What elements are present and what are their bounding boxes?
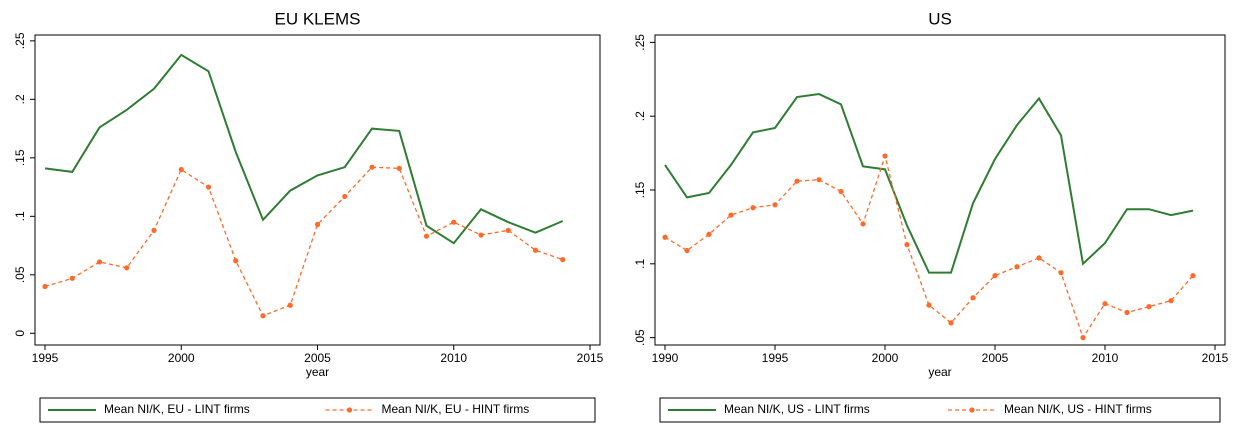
chart: US .05 .1 .15 .2 .25 1990 1995 2000 2005 2010 2015 y… <box>633 9 1229 423</box>
series-marker <box>233 258 239 264</box>
series-marker <box>1146 304 1152 310</box>
x-tick-label: 1995 <box>762 351 789 365</box>
series-marker <box>314 221 321 228</box>
y-tick-label: .1 <box>633 258 647 268</box>
series-marker <box>1080 335 1086 341</box>
x-tick-label: 2015 <box>577 351 604 365</box>
chart-title: EU KLEMS <box>275 9 361 28</box>
series-line <box>664 93 1194 274</box>
series-marker <box>926 302 932 308</box>
series-marker <box>423 233 430 239</box>
series-marker <box>684 247 690 254</box>
legend-marker <box>969 407 975 413</box>
y-tick-label: .25 <box>633 34 647 51</box>
series-marker <box>396 165 402 171</box>
series-marker <box>205 184 212 190</box>
legend-marker <box>346 407 353 413</box>
x-tick-label: 1990 <box>652 351 679 365</box>
series-marker <box>560 257 566 263</box>
series-marker <box>451 219 457 225</box>
y-tick-label: .2 <box>13 94 27 104</box>
series-marker <box>904 242 910 248</box>
series-marker <box>1190 273 1196 279</box>
y-tick-label: .05 <box>13 266 27 283</box>
series-marker <box>1014 264 1020 270</box>
series-marker <box>772 202 778 208</box>
series-marker <box>532 247 539 253</box>
legend-label: Mean NI/K, US - HINT firms <box>1004 402 1152 416</box>
series-marker <box>1102 301 1108 307</box>
series-marker <box>662 234 668 240</box>
y-tick-label: .05 <box>633 329 647 346</box>
series-marker <box>970 295 976 301</box>
series-marker <box>816 177 822 183</box>
y-tick-label: .1 <box>13 211 27 221</box>
x-tick-label: 2000 <box>168 351 195 365</box>
series-marker <box>96 259 103 265</box>
legend-label: Mean NI/K, EU - HINT firms <box>382 402 530 416</box>
plot-frame <box>34 34 601 346</box>
series-marker <box>124 265 130 271</box>
series-marker <box>882 153 888 159</box>
x-tick-label: 1995 <box>32 351 59 365</box>
series-marker <box>860 221 866 227</box>
series-marker <box>42 283 48 290</box>
x-tick-label: 2010 <box>1092 351 1119 365</box>
series-marker <box>992 273 998 279</box>
series-marker <box>728 212 734 218</box>
x-tick-label: 2005 <box>304 351 331 365</box>
chart: EU KLEMS 0 .05 .1 .15 .2 .25 1995 2000 2005 2010 20… <box>13 9 604 423</box>
series-marker <box>287 302 293 308</box>
legend-box <box>659 397 1221 423</box>
series-line <box>664 153 1194 340</box>
y-tick-label: .15 <box>13 149 27 166</box>
legend-box <box>39 397 596 423</box>
y-tick-label: .15 <box>633 181 647 198</box>
series-marker <box>794 178 800 184</box>
y-tick-label: 0 <box>13 330 27 337</box>
series-marker <box>706 231 712 237</box>
series-line <box>44 166 563 317</box>
series-marker <box>1058 270 1064 276</box>
series-marker <box>369 164 375 170</box>
series-marker <box>1168 298 1174 304</box>
y-tick-label: .25 <box>13 32 27 49</box>
series-marker <box>478 232 484 238</box>
series-marker <box>342 193 348 200</box>
series-marker <box>838 188 844 195</box>
plot-frame <box>654 34 1226 346</box>
series-marker <box>505 227 511 233</box>
x-axis-label: year <box>306 365 329 379</box>
series-marker <box>260 313 266 319</box>
y-tick-label: .2 <box>633 111 647 121</box>
series-line <box>44 53 564 245</box>
x-axis-label: year <box>928 365 951 379</box>
chart-title: US <box>928 9 952 28</box>
series-marker <box>1036 255 1042 261</box>
series-marker <box>69 275 75 281</box>
series-marker <box>151 227 157 233</box>
series-marker <box>1124 309 1130 316</box>
x-tick-label: 2005 <box>982 351 1009 365</box>
series-marker <box>948 320 954 326</box>
series-marker <box>750 205 756 211</box>
x-tick-label: 2015 <box>1202 351 1229 365</box>
x-tick-label: 2010 <box>440 351 467 365</box>
legend-label: Mean NI/K, EU - LINT firms <box>104 402 250 416</box>
x-tick-label: 2000 <box>872 351 899 365</box>
series-marker <box>178 166 184 173</box>
legend-label: Mean NI/K, US - LINT firms <box>724 402 870 416</box>
